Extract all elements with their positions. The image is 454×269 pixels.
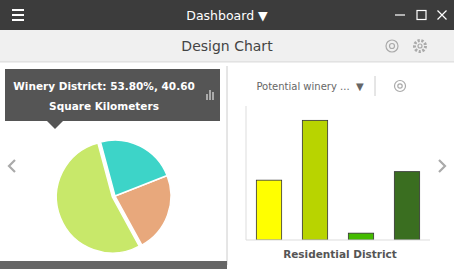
bar xyxy=(348,233,373,240)
menu-icon-line xyxy=(12,14,24,16)
dropdown-divider xyxy=(375,76,376,96)
minimize-icon xyxy=(395,14,405,15)
gear-icon xyxy=(415,41,426,52)
menu-icon-line xyxy=(12,9,24,11)
y-axis-line xyxy=(246,106,247,240)
target-icon-inner xyxy=(398,84,402,88)
window-title: Dashboard ▼ xyxy=(186,8,268,23)
target-icon xyxy=(395,81,406,92)
nav-next[interactable] xyxy=(439,160,445,172)
tooltip-pointer xyxy=(47,121,63,129)
dashboard: Dashboard ▼ Design Chart Winery District: … xyxy=(0,0,454,269)
bar xyxy=(256,180,281,240)
menu-icon-line xyxy=(12,19,24,21)
tooltip-box xyxy=(5,69,220,121)
close-icon xyxy=(438,11,447,20)
icon-bar xyxy=(209,90,211,100)
tooltip: Winery District: 53.80%, 40.60 Square Kil… xyxy=(5,69,220,129)
menu-icon xyxy=(12,10,24,20)
panel-divider xyxy=(227,66,228,265)
target-icon xyxy=(386,40,398,52)
title-bar xyxy=(0,0,454,30)
bar xyxy=(302,120,327,240)
tooltip-chart-icon xyxy=(206,90,214,100)
tooltip-line: Winery District: 53.80%, 40.60 xyxy=(13,80,195,92)
header-icons xyxy=(386,40,426,52)
maximize-icon xyxy=(417,11,426,20)
window-controls xyxy=(395,11,447,20)
chart-title: Design Chart xyxy=(181,38,273,54)
bottom-strip xyxy=(0,261,227,269)
icon-bar xyxy=(206,94,208,100)
x-axis-label: Residential District xyxy=(283,248,397,260)
pie xyxy=(56,140,171,253)
header-border xyxy=(0,62,454,63)
bar xyxy=(394,172,419,240)
x-axis-line xyxy=(246,240,430,241)
dropdown-label[interactable]: Potential winery ... ▼ xyxy=(256,81,364,92)
header-bar xyxy=(0,30,454,62)
icon-bar xyxy=(212,92,214,100)
pie-slice xyxy=(101,140,168,196)
gear-icon-hub xyxy=(418,44,422,48)
bars xyxy=(256,120,419,240)
target-icon-inner xyxy=(390,44,395,49)
nav-prev[interactable] xyxy=(9,160,15,172)
tooltip-line: Square Kilometers xyxy=(49,100,159,112)
